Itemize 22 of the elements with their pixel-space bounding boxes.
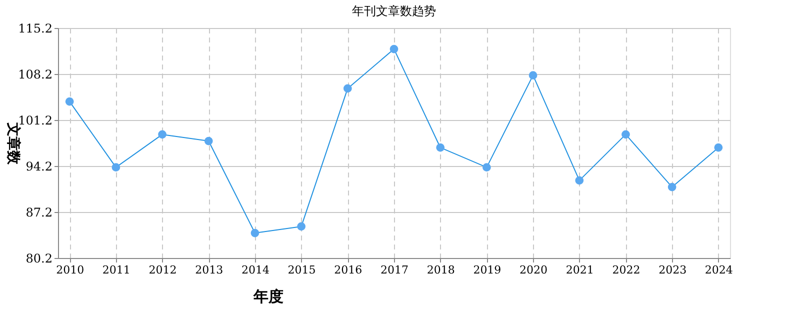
x-tick-label: 2016 [334,264,362,276]
x-tick-label: 2024 [704,264,733,276]
y-tick-label: 94.2 [26,160,52,174]
x-tick-label: 2015 [288,264,316,276]
x-tick-label: 2013 [195,264,224,276]
x-tick-label: 2021 [566,264,594,276]
chart-title: 年刊文章数趋势 [352,4,436,18]
y-tick-label: 80.2 [26,252,52,266]
x-tick-label: 2022 [612,264,640,276]
x-axis-title: 年度 [252,288,284,306]
x-tick-label: 2023 [658,264,687,276]
x-tick-label: 2017 [380,264,408,276]
y-tick-label: 87.2 [26,206,52,220]
x-tick-label: 2011 [102,264,130,276]
x-tick-label: 2018 [426,264,455,276]
x-tick-label: 2019 [473,264,502,276]
x-tick-label: 2014 [241,264,270,276]
x-tick-label: 2020 [520,264,548,276]
y-tick-label: 115.2 [18,22,52,36]
x-tick-label: 2012 [148,264,177,276]
x-tick-label: 2010 [56,264,84,276]
y-tick-label: 108.2 [18,68,52,82]
